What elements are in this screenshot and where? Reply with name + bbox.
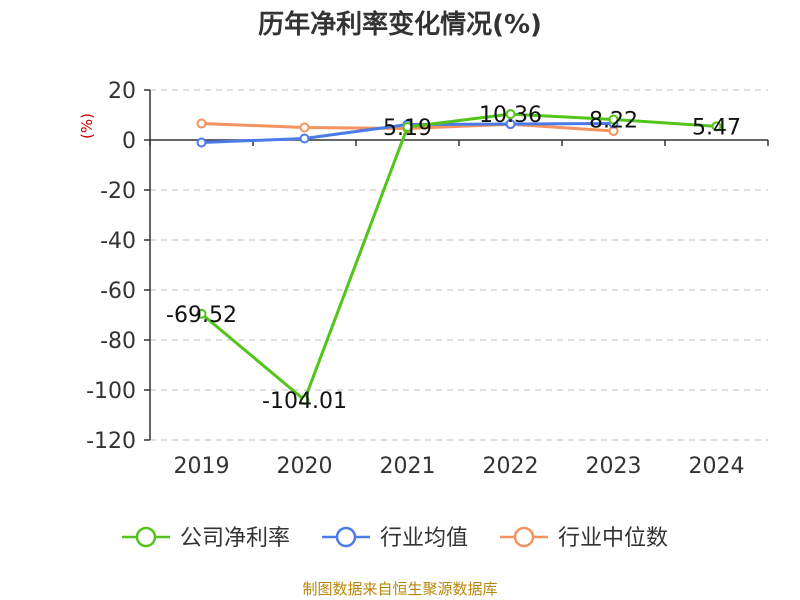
data-point[interactable]: [299, 133, 310, 144]
data-point[interactable]: [196, 118, 207, 129]
tick-labels: 20 0 -20 -40 -60 -80 -100 -120 2019 2020 2021 2022 2…: [86, 79, 744, 479]
legend-marker: [135, 526, 157, 548]
legend[interactable]: 公司净利率 行业均值 行业中位数: [122, 526, 668, 551]
legend-item-1[interactable]: 行业均值: [322, 526, 468, 551]
data-labels: -69.52 -104.01 5.19 10.36 8.22 5.47: [166, 103, 741, 414]
grid-lines: [150, 89, 768, 441]
data-point[interactable]: [505, 119, 516, 129]
legend-marker: [335, 526, 357, 548]
y-tick-label: 0: [122, 129, 136, 154]
data-point[interactable]: [711, 121, 722, 132]
x-tick-label: 2024: [689, 454, 745, 479]
legend-label: 公司净利率: [180, 526, 290, 551]
y-tick-label: -120: [86, 429, 136, 454]
data-point[interactable]: [402, 122, 413, 133]
y-tick-label: -60: [100, 279, 136, 304]
y-tick-label: -100: [86, 379, 136, 404]
x-tick-label: 2023: [586, 454, 642, 479]
series-line-0: [200, 112, 717, 402]
data-label: 5.19: [383, 116, 432, 141]
y-tick-label: 20: [108, 79, 136, 104]
data-label: -104.01: [262, 389, 347, 414]
data-point[interactable]: [608, 114, 619, 125]
data-label: 5.47: [692, 115, 741, 140]
data-point[interactable]: [196, 137, 207, 148]
legend-label: 行业均值: [380, 526, 468, 551]
legend-item-2[interactable]: 行业中位数: [500, 526, 668, 551]
chart-title: 历年净利率变化情况(%): [258, 9, 542, 40]
data-point[interactable]: [505, 109, 516, 120]
x-tick-label: 2019: [174, 454, 230, 479]
legend-marker: [513, 526, 535, 548]
data-point[interactable]: [196, 308, 207, 319]
legend-label: 行业中位数: [558, 526, 668, 551]
x-tick-label: 2022: [483, 454, 539, 479]
y-tick-label: -40: [100, 229, 136, 254]
data-point[interactable]: [299, 395, 310, 406]
data-label: -69.52: [166, 303, 237, 328]
data-point[interactable]: [299, 122, 310, 133]
x-tick-label: 2020: [277, 454, 333, 479]
data-label: 8.22: [589, 108, 638, 133]
series-lines: [196, 109, 722, 406]
y-tick-label: -80: [100, 329, 136, 354]
legend-item-0[interactable]: 公司净利率: [122, 526, 290, 551]
y-tick-label: -20: [100, 179, 136, 204]
source-note: 制图数据来自恒生聚源数据库: [302, 580, 497, 598]
data-label: 10.36: [479, 103, 542, 128]
y-axis-unit: (%): [78, 113, 96, 139]
x-tick-label: 2021: [380, 454, 436, 479]
